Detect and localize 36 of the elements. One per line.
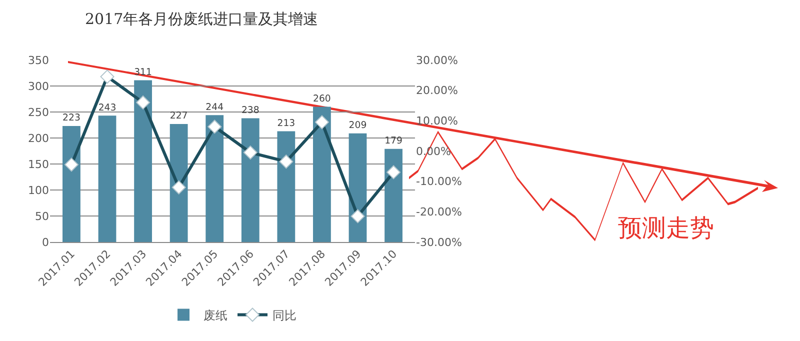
legend-label: 废纸 xyxy=(204,308,228,322)
bar xyxy=(206,115,224,242)
y-tick-label: 200 xyxy=(28,132,49,145)
data-label: 243 xyxy=(98,102,116,114)
y2-tick-label: 20.00% xyxy=(416,84,458,98)
y-tick-label: 50 xyxy=(35,210,49,223)
bar xyxy=(170,124,188,242)
data-label: 179 xyxy=(384,136,402,147)
chart-title: 2017年各月份废纸进口量及其增速 xyxy=(85,10,318,28)
y2-tick-label: 30.00% xyxy=(416,54,458,67)
bar xyxy=(98,116,116,242)
data-label: 213 xyxy=(277,118,296,129)
bar xyxy=(134,80,152,242)
bar xyxy=(62,126,80,242)
bar xyxy=(241,118,260,242)
data-label: 227 xyxy=(170,110,188,122)
bar xyxy=(277,131,296,242)
bar xyxy=(313,106,331,242)
bar xyxy=(348,133,367,242)
y2-tick-label: -30.00% xyxy=(416,236,462,249)
bar xyxy=(384,148,402,242)
text: 预测走势 xyxy=(618,213,714,244)
data-label: 209 xyxy=(348,120,367,131)
y2-tick-label: 10.00% xyxy=(416,114,458,128)
data-label: 260 xyxy=(313,93,331,104)
y-tick-label: 300 xyxy=(28,80,49,93)
y-tick-label: 250 xyxy=(28,106,49,119)
y2-tick-label: -20.00% xyxy=(416,206,462,219)
legend-label: 同比 xyxy=(272,308,296,322)
data-label: 244 xyxy=(206,102,224,113)
y-tick-label: 0 xyxy=(42,236,49,249)
data-label: 223 xyxy=(62,112,80,124)
y2-tick-label: -10.00% xyxy=(416,175,462,188)
y-tick-label: 150 xyxy=(28,158,49,171)
y-tick-label: 100 xyxy=(28,184,49,197)
y-tick-label: 350 xyxy=(28,54,49,67)
